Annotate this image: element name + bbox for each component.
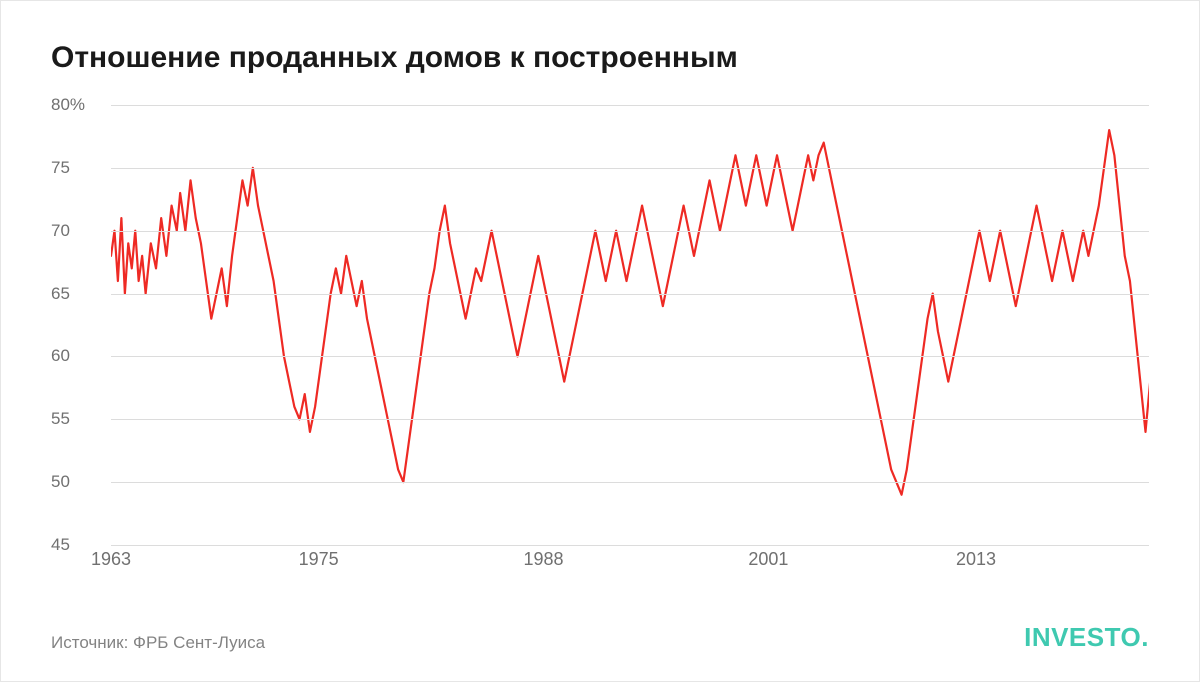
- y-tick-label: 55: [51, 409, 70, 429]
- y-axis: 4550556065707580%: [51, 105, 111, 545]
- chart-area: 4550556065707580% 19631975198820012013: [51, 105, 1149, 575]
- y-tick-label: 65: [51, 284, 70, 304]
- x-tick-label: 1988: [523, 549, 563, 570]
- chart-footer: Источник: ФРБ Сент-Луиса INVESTO.: [51, 622, 1149, 653]
- y-tick-label: 60: [51, 346, 70, 366]
- series-path: [111, 130, 1149, 495]
- x-axis: 19631975198820012013: [111, 545, 1149, 575]
- x-tick-label: 2001: [748, 549, 788, 570]
- y-tick-label: 75: [51, 158, 70, 178]
- gridline: [111, 482, 1149, 483]
- x-tick-label: 1963: [91, 549, 131, 570]
- y-tick-label: 45: [51, 535, 70, 555]
- y-tick-label: 80%: [51, 95, 85, 115]
- y-tick-label: 50: [51, 472, 70, 492]
- source-label: Источник: ФРБ Сент-Луиса: [51, 633, 265, 653]
- brand-logo: INVESTO.: [1024, 622, 1149, 653]
- gridline: [111, 168, 1149, 169]
- x-tick-label: 1975: [299, 549, 339, 570]
- gridline: [111, 294, 1149, 295]
- chart-card: Отношение проданных домов к построенным …: [0, 0, 1200, 682]
- chart-title: Отношение проданных домов к построенным: [51, 41, 1149, 75]
- brand-text: INVESTO: [1024, 622, 1141, 652]
- brand-dot: .: [1141, 622, 1149, 652]
- gridline: [111, 105, 1149, 106]
- x-tick-label: 2013: [956, 549, 996, 570]
- line-series: [111, 105, 1149, 545]
- plot-area: [111, 105, 1149, 545]
- gridline: [111, 356, 1149, 357]
- gridline: [111, 419, 1149, 420]
- y-tick-label: 70: [51, 221, 70, 241]
- gridline: [111, 231, 1149, 232]
